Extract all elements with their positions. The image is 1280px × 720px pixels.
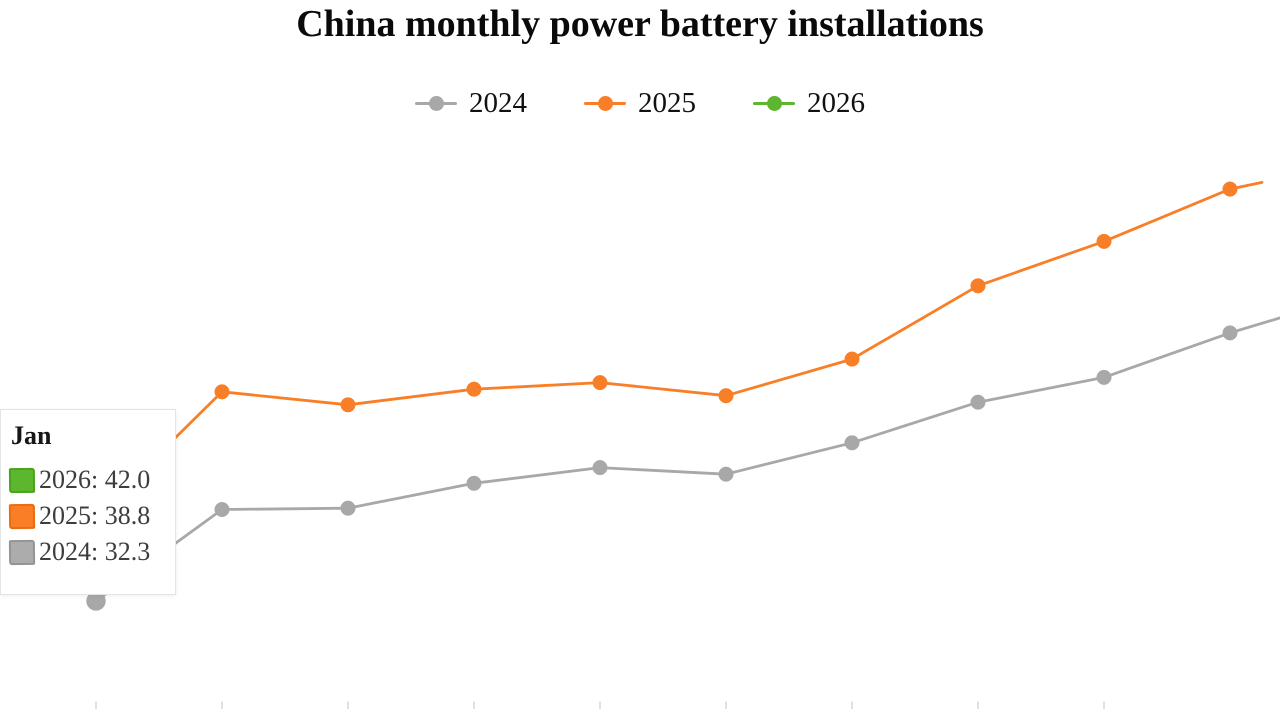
tooltip-swatch-2026: [8, 467, 36, 493]
series-2024-point-sep[interactable]: [1096, 369, 1112, 385]
legend-dot-icon: [428, 95, 444, 111]
tooltip-row-2024: 2024: 32.3: [8, 534, 175, 570]
chart-title: China monthly power battery installation…: [296, 3, 984, 45]
series-2025-point-sep[interactable]: [1096, 233, 1112, 249]
legend-item-2024: 2024: [415, 86, 527, 119]
series-2025-point-jun[interactable]: [718, 388, 734, 404]
series-2025-point-feb[interactable]: [214, 384, 230, 400]
legend-item-2025: 2025: [584, 86, 696, 119]
series-2025-point-jul[interactable]: [844, 351, 860, 367]
series-2024-point-mar[interactable]: [340, 500, 356, 516]
tooltip-row-2026: 2026: 42.0: [8, 462, 175, 498]
series-2024-point-jul[interactable]: [844, 435, 860, 451]
tooltip-swatch-2025: [8, 503, 36, 529]
tooltip-value-2026: 2026: 42.0: [39, 465, 151, 494]
legend-marker-2025: [584, 95, 626, 111]
series-2024-point-oct[interactable]: [1222, 325, 1238, 341]
legend-marker-2024: [415, 95, 457, 111]
legend-label-2024: 2024: [469, 86, 527, 119]
series-layer: [86, 180, 1280, 611]
series-2025-line: [94, 180, 1264, 518]
tooltip-title: Jan: [11, 421, 52, 450]
series-2025-point-oct[interactable]: [1222, 181, 1238, 197]
series-2024-point-jun[interactable]: [718, 466, 734, 482]
tooltip: Jan 2026: 42.0 2025: 38.8 2024: 32.3: [0, 409, 176, 595]
legend-dot-icon: [597, 95, 613, 111]
series-2024-point-aug[interactable]: [970, 394, 986, 410]
series-2024-point-may[interactable]: [592, 460, 608, 476]
tooltip-value-2024: 2024: 32.3: [39, 537, 151, 566]
series-2024-group: [86, 316, 1280, 611]
series-2024-line: [94, 316, 1280, 603]
legend-label-2025: 2025: [638, 86, 696, 119]
x-axis: [85, 700, 1193, 709]
legend-dot-icon: [766, 95, 782, 111]
series-2025-point-may[interactable]: [592, 375, 608, 391]
legend-label-2026: 2026: [807, 86, 865, 119]
legend-item-2026: 2026: [753, 86, 865, 119]
tooltip-value-2025: 2025: 38.8: [39, 501, 151, 530]
series-2024-point-apr[interactable]: [466, 475, 482, 491]
series-2025-point-apr[interactable]: [466, 381, 482, 397]
tooltip-row-2025: 2025: 38.8: [8, 498, 175, 534]
series-2025-point-mar[interactable]: [340, 397, 356, 413]
legend: 2024 2025 2026: [0, 87, 1280, 119]
series-2025-point-aug[interactable]: [970, 278, 986, 294]
tooltip-swatch-2024: [8, 539, 36, 565]
legend-marker-2026: [753, 95, 795, 111]
series-2024-point-feb[interactable]: [214, 501, 230, 518]
